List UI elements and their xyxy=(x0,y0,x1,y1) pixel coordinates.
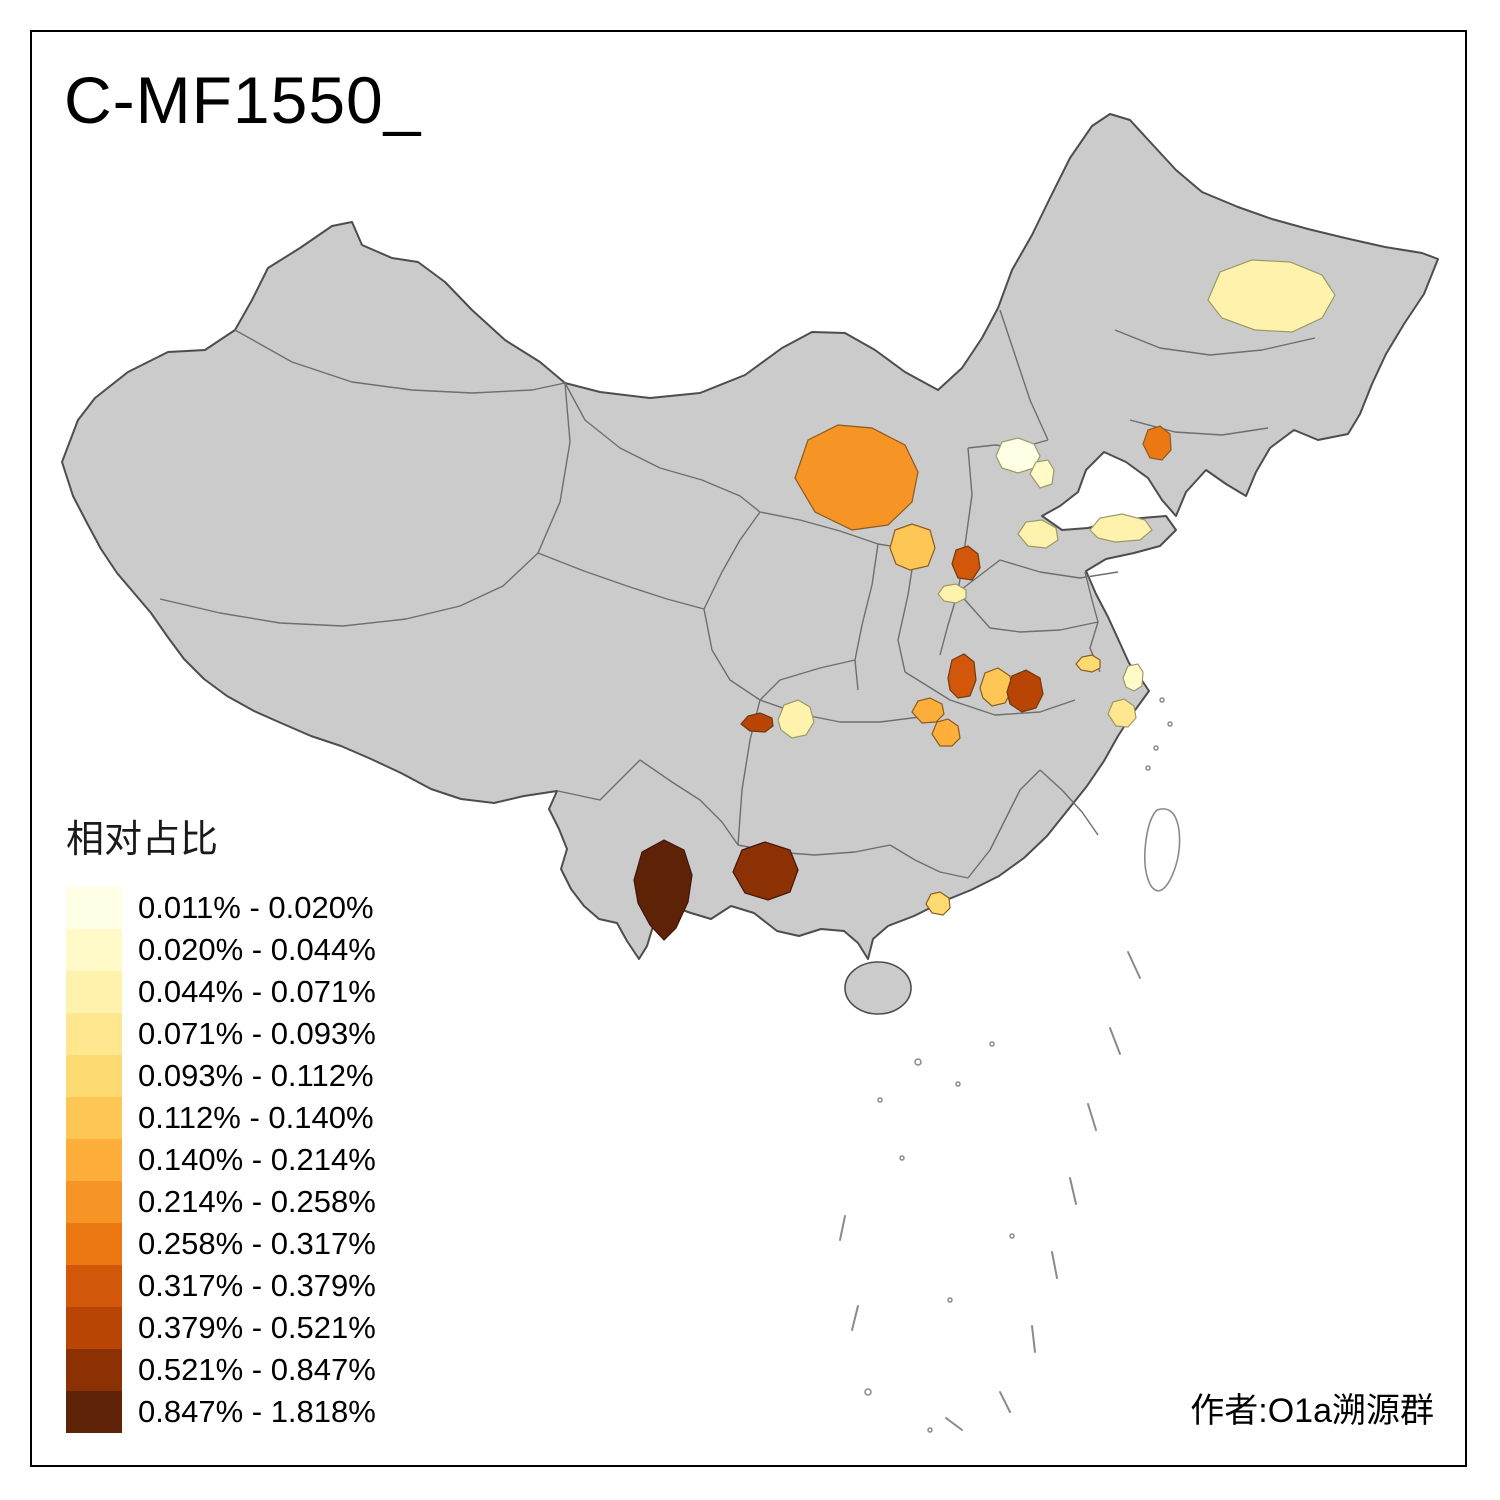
legend-swatch xyxy=(66,1391,122,1433)
region-hunan-central xyxy=(931,718,961,747)
legend-item: 0.071% - 0.093% xyxy=(66,1013,376,1055)
attribution: 作者:O1a溯源群 xyxy=(1190,1392,1434,1430)
legend-label: 0.258% - 0.317% xyxy=(138,1226,376,1261)
region-sichuan-east xyxy=(777,699,815,739)
legend-swatch xyxy=(66,1265,122,1307)
legend-label: 0.521% - 0.847% xyxy=(138,1352,376,1387)
china-mainland xyxy=(61,113,1439,960)
legend-item: 0.112% - 0.140% xyxy=(66,1097,376,1139)
hainan-island xyxy=(844,961,912,1015)
legend-item: 0.044% - 0.071% xyxy=(66,971,376,1013)
legend-swatch xyxy=(66,1013,122,1055)
coastal-islets xyxy=(1145,697,1173,771)
legend-label: 0.317% - 0.379% xyxy=(138,1268,376,1303)
legend-item: 0.140% - 0.214% xyxy=(66,1139,376,1181)
region-chongqing xyxy=(740,712,774,733)
legend-swatch xyxy=(66,1139,122,1181)
legend-label: 0.093% - 0.112% xyxy=(138,1058,374,1093)
region-jiangsu-south xyxy=(1122,663,1144,692)
province-borders xyxy=(159,309,1316,879)
legend-item: 0.379% - 0.521% xyxy=(66,1307,376,1349)
region-shijiazhuang xyxy=(951,545,981,581)
region-shandong-west xyxy=(1089,513,1153,543)
region-hebei-south xyxy=(1017,519,1059,549)
legend-swatch xyxy=(66,1181,122,1223)
legend-label: 0.011% - 0.020% xyxy=(138,890,374,925)
map-title: C-MF1550_ xyxy=(64,63,422,137)
legend-swatch xyxy=(66,1055,122,1097)
legend-item: 0.258% - 0.317% xyxy=(66,1223,376,1265)
region-heilongjiang xyxy=(1207,259,1336,333)
legend-item: 0.847% - 1.818% xyxy=(66,1391,376,1433)
taiwan-island xyxy=(1144,808,1181,892)
legend-label: 0.140% - 0.214% xyxy=(138,1142,376,1177)
legend-item: 0.214% - 0.258% xyxy=(66,1181,376,1223)
region-guangdong-central xyxy=(925,891,951,916)
region-liaoning xyxy=(1142,425,1172,461)
region-hubei xyxy=(1006,669,1044,713)
legend-swatch xyxy=(66,1223,122,1265)
legend-item: 0.317% - 0.379% xyxy=(66,1265,376,1307)
legend-label: 0.020% - 0.044% xyxy=(138,932,376,967)
legend-label: 0.112% - 0.140% xyxy=(138,1100,374,1135)
legend-swatch xyxy=(66,1349,122,1391)
region-tianjin xyxy=(1029,459,1055,489)
nine-dash-line xyxy=(839,951,1141,1431)
region-beijing xyxy=(995,437,1041,474)
legend-swatch xyxy=(66,887,122,929)
legend-swatch xyxy=(66,929,122,971)
highlighted-regions xyxy=(633,259,1336,941)
region-ordos xyxy=(794,424,919,531)
region-henan-central xyxy=(947,653,977,699)
legend-item: 0.020% - 0.044% xyxy=(66,929,376,971)
legend-title: 相对占比 xyxy=(66,819,219,861)
legend-swatch xyxy=(66,1307,122,1349)
region-shanxi-central xyxy=(889,523,936,571)
legend: 相对占比 0.011% - 0.020% 0.020% - 0.044% 0.044… xyxy=(66,808,376,1433)
legend-swatch xyxy=(66,971,122,1013)
legend-label: 0.214% - 0.258% xyxy=(138,1184,376,1219)
legend-label: 0.847% - 1.818% xyxy=(138,1394,376,1429)
legend-swatch xyxy=(66,1097,122,1139)
legend-item: 0.093% - 0.112% xyxy=(66,1055,376,1097)
legend-label: 0.044% - 0.071% xyxy=(138,974,376,1009)
legend-items: 0.011% - 0.020% 0.020% - 0.044% 0.044% - 0… xyxy=(66,887,376,1433)
legend-item: 0.011% - 0.020% xyxy=(66,887,376,929)
region-guangxi-west xyxy=(732,841,799,901)
legend-item: 0.521% - 0.847% xyxy=(66,1349,376,1391)
region-shanxi-south xyxy=(937,583,967,604)
region-zhejiang-north xyxy=(1107,698,1137,728)
legend-label: 0.379% - 0.521% xyxy=(138,1310,376,1345)
south-sea-islands xyxy=(864,1041,1015,1433)
region-yunnan-southwest xyxy=(633,839,693,941)
region-hunan-north xyxy=(911,697,945,724)
legend-label: 0.071% - 0.093% xyxy=(138,1016,376,1051)
region-anhui xyxy=(1075,654,1101,673)
